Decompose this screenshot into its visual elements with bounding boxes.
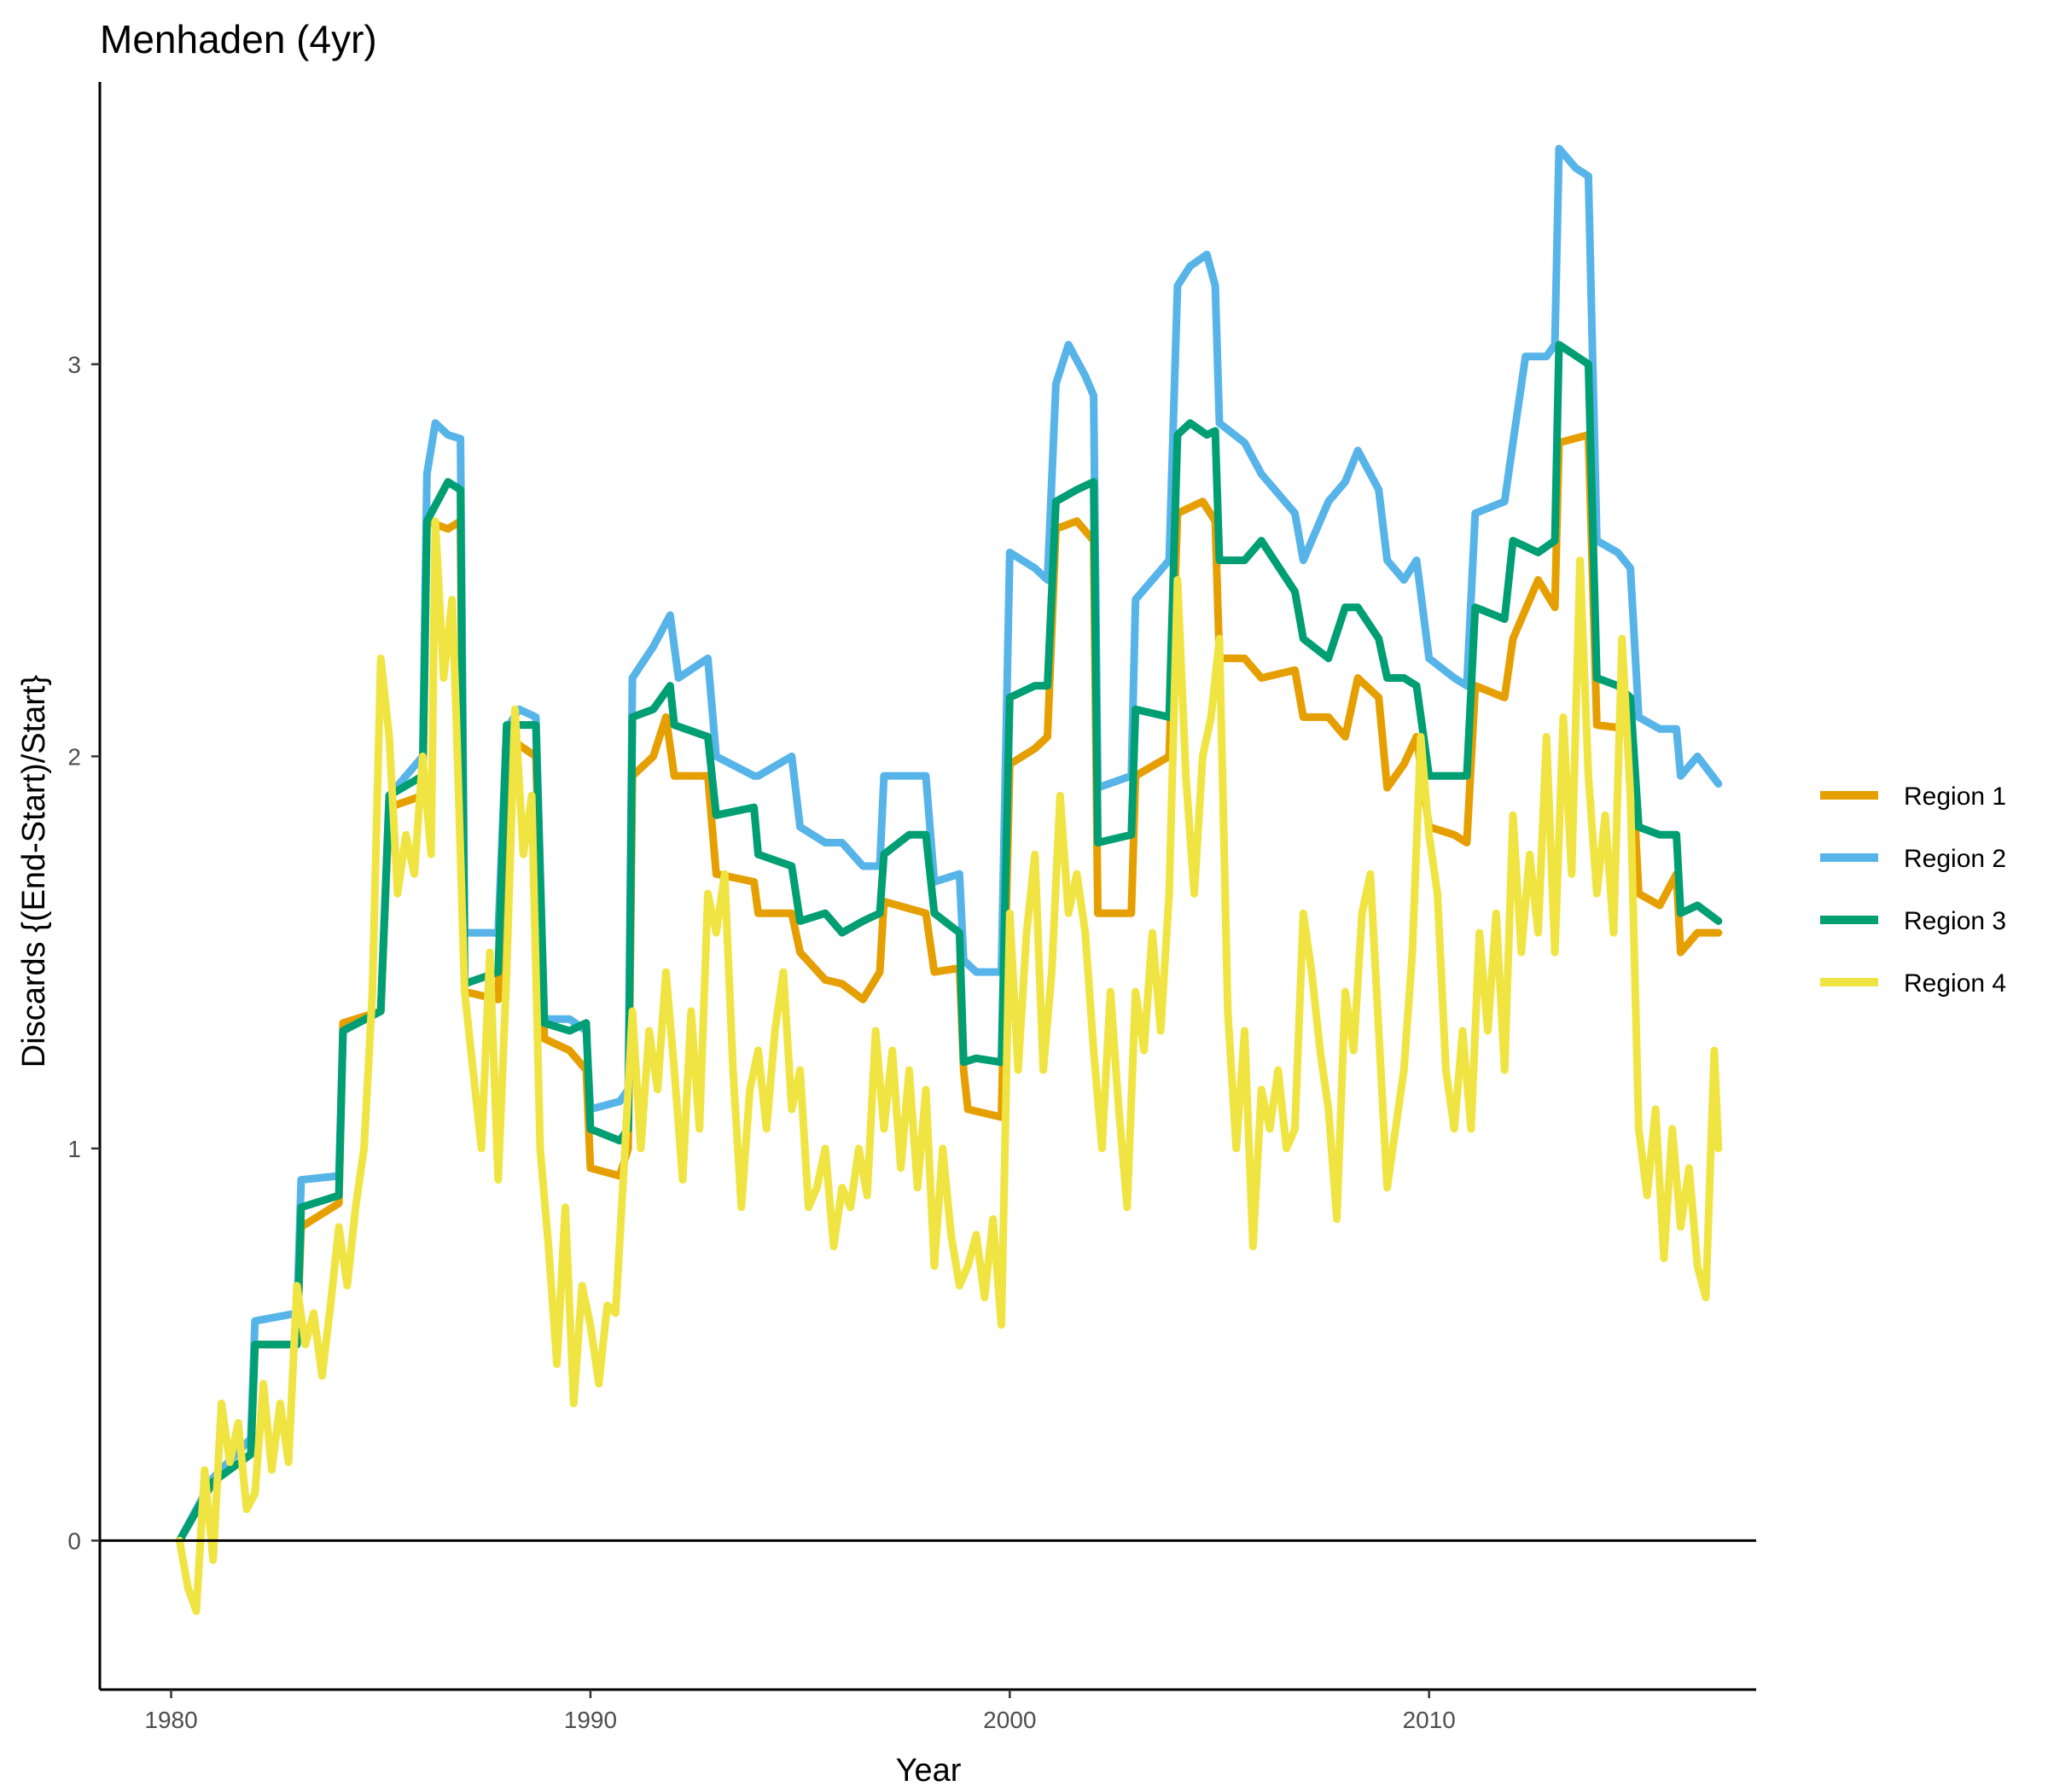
legend-label-region-2: Region 2	[1904, 845, 2006, 873]
y-tick-label: 0	[67, 1527, 81, 1554]
y-tick-label: 2	[67, 743, 81, 770]
chart-title: Menhaden (4yr)	[100, 17, 377, 61]
legend-label-region-1: Region 1	[1904, 783, 2006, 811]
y-axis-ticks: 0 1 2 3	[67, 352, 100, 1554]
y-tick-label: 3	[67, 352, 81, 378]
x-tick-label: 2010	[1403, 1707, 1456, 1733]
series-layer	[175, 144, 1723, 1615]
x-tick-label: 1990	[564, 1707, 617, 1733]
y-tick-label: 1	[67, 1136, 81, 1162]
y-axis-title: Discards {(End-Start)/Start}	[16, 675, 52, 1068]
legend-label-region-3: Region 3	[1904, 907, 2006, 935]
legend: Region 1 Region 2 Region 3 Region 4	[1820, 783, 2006, 998]
plot-area: 1980 1990 2000 2010 0 1 2 3	[67, 82, 1756, 1733]
x-axis-ticks: 1980 1990 2000 2010	[144, 1690, 1456, 1733]
x-tick-label: 1980	[144, 1707, 197, 1733]
series-line-region-4	[175, 517, 1723, 1615]
x-tick-label: 2000	[983, 1707, 1036, 1733]
x-axis-title: Year	[896, 1753, 962, 1789]
series-line-region-3	[175, 340, 1723, 1545]
legend-label-region-4: Region 4	[1904, 969, 2006, 998]
